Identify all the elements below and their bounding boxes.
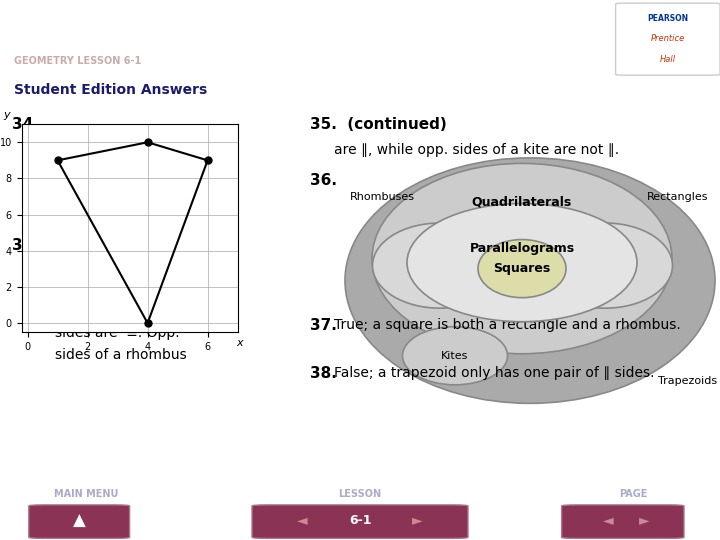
Ellipse shape	[372, 223, 508, 308]
Text: Hall: Hall	[660, 55, 676, 64]
Text: Quadrilaterals: Quadrilaterals	[472, 196, 572, 209]
Text: 38.: 38.	[310, 366, 337, 381]
Text: LESSON: LESSON	[338, 489, 382, 499]
Ellipse shape	[402, 327, 508, 385]
Text: PEARSON: PEARSON	[647, 14, 689, 23]
Text: Trapezoids: Trapezoids	[658, 376, 718, 386]
Text: Parallelograms: Parallelograms	[469, 242, 575, 255]
Text: True; a square is both a rectangle and a rhombus.: True; a square is both a rectangle and a…	[334, 318, 680, 332]
Text: GEOMETRY LESSON 6-1: GEOMETRY LESSON 6-1	[14, 56, 142, 66]
Text: Kites: Kites	[441, 351, 469, 361]
Text: 36.: 36.	[310, 173, 337, 188]
Ellipse shape	[345, 158, 715, 403]
FancyBboxPatch shape	[562, 505, 684, 538]
Y-axis label: y: y	[3, 110, 10, 120]
Text: sides ≅, but no opp.: sides ≅, but no opp.	[55, 303, 195, 318]
Text: 6-1: 6-1	[348, 514, 372, 527]
Text: sides are  ≅. Opp.: sides are ≅. Opp.	[55, 326, 179, 340]
Ellipse shape	[407, 204, 637, 322]
FancyBboxPatch shape	[252, 505, 468, 538]
Text: PAGE: PAGE	[619, 489, 648, 499]
Text: are ∥, while opp. sides of a kite are not ∥.: are ∥, while opp. sides of a kite are no…	[334, 143, 619, 157]
Text: ◄: ◄	[297, 514, 307, 528]
Text: Squares: Squares	[493, 262, 551, 275]
Text: ◄: ◄	[603, 514, 613, 528]
Text: Prentice: Prentice	[651, 33, 685, 43]
Text: has 2 pairs of adj.: has 2 pairs of adj.	[55, 282, 179, 295]
Text: 37.: 37.	[310, 318, 337, 333]
X-axis label: x: x	[236, 339, 243, 348]
Ellipse shape	[478, 240, 566, 298]
Text: MAIN MENU: MAIN MENU	[54, 489, 119, 499]
Text: Student Edition Answers: Student Edition Answers	[14, 84, 207, 97]
Text: sides of a rhombus: sides of a rhombus	[55, 348, 186, 362]
Ellipse shape	[538, 223, 672, 308]
Text: ►: ►	[413, 514, 423, 528]
Ellipse shape	[372, 164, 672, 354]
Text: A rhombus has 4 ≅: A rhombus has 4 ≅	[55, 238, 188, 252]
Text: Classifying Quadrilaterals: Classifying Quadrilaterals	[14, 19, 379, 44]
Text: 34.: 34.	[12, 117, 39, 132]
Text: False; a trapezoid only has one pair of ∥ sides.: False; a trapezoid only has one pair of …	[334, 366, 654, 380]
FancyBboxPatch shape	[29, 505, 130, 538]
Text: 35.  (continued): 35. (continued)	[310, 117, 446, 132]
Text: Rhombuses: Rhombuses	[349, 192, 415, 202]
Text: ▲: ▲	[73, 511, 86, 530]
Text: ►: ►	[639, 514, 649, 528]
Text: Rectangles: Rectangles	[647, 192, 708, 202]
Text: 35.: 35.	[12, 238, 39, 253]
Text: sides, while a kite: sides, while a kite	[55, 260, 179, 274]
FancyBboxPatch shape	[616, 3, 720, 75]
